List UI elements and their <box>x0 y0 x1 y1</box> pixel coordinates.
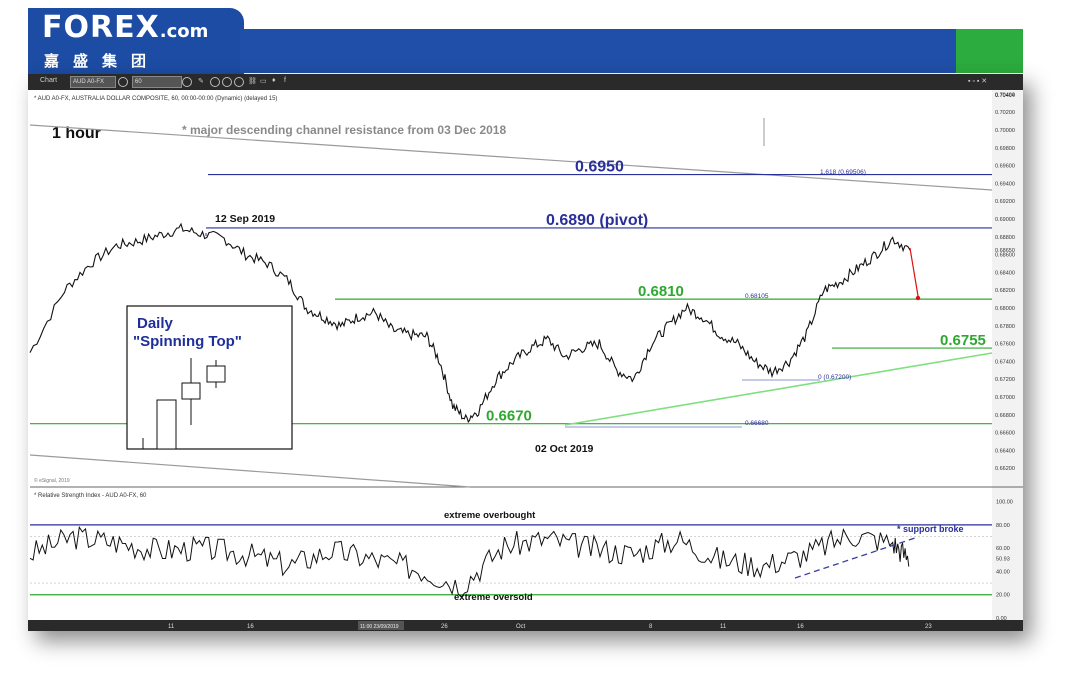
forex-logo: FOREX.com 嘉盛集团 <box>28 8 244 74</box>
header-blue-bar <box>240 29 956 73</box>
pencil-icon[interactable]: ✎ <box>198 78 204 85</box>
chart-toolbar: Chart AUD A0-FX 60 ✎ ⛓ ▭ ♦ f ▪ ▫ ▪ ✕ <box>28 74 1023 90</box>
zoom-icon[interactable] <box>182 77 192 87</box>
chart-tab-label[interactable]: Chart <box>40 77 58 84</box>
twitter-icon[interactable]: ♦ <box>272 77 276 84</box>
chart-window <box>28 74 1023 631</box>
circle-icon[interactable] <box>234 77 244 87</box>
circle-icon[interactable] <box>222 77 232 87</box>
symbol-input[interactable]: AUD A0-FX <box>70 76 116 88</box>
header-green-box <box>956 29 1023 73</box>
circle-icon[interactable] <box>210 77 220 87</box>
window-controls[interactable]: ▪ ▫ ▪ ✕ <box>968 78 988 85</box>
link-icon[interactable] <box>118 77 128 87</box>
comment-icon[interactable]: ▭ <box>260 78 267 85</box>
chain-icon[interactable]: ⛓ <box>248 78 257 85</box>
logo-chinese-text: 嘉盛集团 <box>44 52 161 70</box>
interval-select[interactable]: 60 <box>132 76 182 88</box>
facebook-icon[interactable]: f <box>284 77 286 84</box>
logo-text: FOREX.com <box>42 10 209 45</box>
